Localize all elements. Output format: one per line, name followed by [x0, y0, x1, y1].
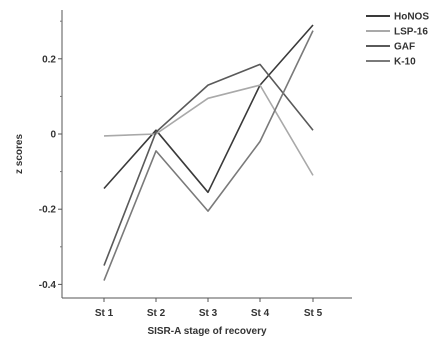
x-axis-title: SISR-A stage of recovery: [147, 326, 267, 337]
legend-label: HoNOS: [394, 12, 429, 23]
x-tick-label: St 1: [95, 308, 114, 319]
series-line-honos: [103, 24, 314, 194]
y-axis-ticks: -0.4 -0.2 0 0.2: [39, 20, 62, 291]
y-tick-label: -0.2: [39, 205, 57, 216]
y-axis-title: z scores: [14, 134, 25, 174]
legend-label: GAF: [394, 42, 415, 53]
legend: HoNOS LSP-16 GAF K-10: [366, 12, 429, 68]
y-tick-label: 0: [50, 130, 56, 141]
x-tick-label: St 5: [304, 308, 323, 319]
legend-label: LSP-16: [394, 27, 428, 38]
series-line-k-10: [103, 30, 314, 281]
x-tick-label: St 4: [251, 308, 270, 319]
series-lines: [103, 24, 314, 281]
x-axis-ticks: St 1 St 2 St 3 St 4 St 5: [95, 298, 323, 319]
y-tick-label: 0.2: [42, 54, 56, 65]
series-line-gaf: [103, 63, 314, 266]
legend-label: K-10: [394, 57, 416, 68]
y-tick-label: -0.4: [39, 280, 57, 291]
x-tick-label: St 3: [199, 308, 218, 319]
x-tick-label: St 2: [147, 308, 166, 319]
plot-frame: [61, 10, 352, 299]
series-line-lsp-16: [103, 84, 314, 176]
